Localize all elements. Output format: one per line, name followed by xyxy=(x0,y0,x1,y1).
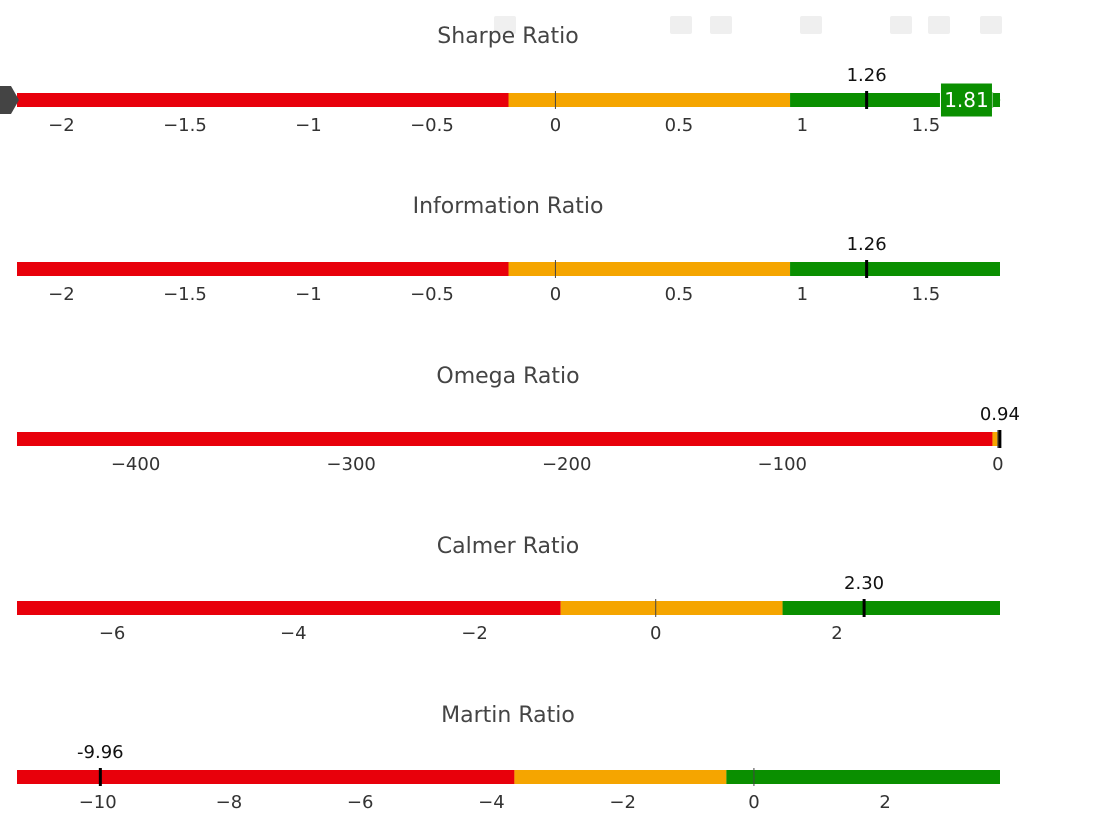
range-band-2[interactable] xyxy=(992,432,1000,446)
tick-label: 0.5 xyxy=(665,284,694,305)
chart-title: Omega Ratio xyxy=(436,364,579,389)
range-band-1[interactable] xyxy=(17,262,509,276)
zoom-icon[interactable] xyxy=(670,16,692,34)
pan-icon[interactable] xyxy=(710,16,732,34)
tick-label: −1.5 xyxy=(163,284,207,305)
tick-label: −4 xyxy=(280,623,307,644)
bullet-chart-2: Information Ratio −2 −1.5 −1 −0.5 0 0.5 1 1.5 1.2… xyxy=(17,194,1000,305)
chart-modebar[interactable] xyxy=(480,10,1020,44)
tick-label: −2 xyxy=(48,115,75,136)
tick-label: −0.5 xyxy=(410,115,454,136)
tick-label: 1 xyxy=(797,115,808,136)
chart-title: Calmer Ratio xyxy=(437,534,579,559)
chart-title: Martin Ratio xyxy=(441,703,575,728)
tick-label: −10 xyxy=(79,792,117,813)
tick-label: −300 xyxy=(326,454,375,475)
tick-label: −400 xyxy=(111,454,160,475)
range-band-2[interactable] xyxy=(508,262,791,276)
range-band-2[interactable] xyxy=(508,93,791,107)
tick-label: −100 xyxy=(758,454,807,475)
tick-label: 0 xyxy=(550,115,561,136)
range-band-3[interactable] xyxy=(790,262,1000,276)
tick-label: −1 xyxy=(295,115,322,136)
bullet-chart-1: Sharpe Ratio −2 −1.5 −1 −0.5 0 0.5 1 1.5 1.26 1.81 xyxy=(0,24,1001,136)
range-band-1[interactable] xyxy=(17,432,993,446)
tick-label: 2 xyxy=(831,623,842,644)
tick-label: −6 xyxy=(347,792,374,813)
range-band-2[interactable] xyxy=(560,601,783,615)
zoom-in-icon[interactable] xyxy=(800,16,822,34)
hover-tooltip-box xyxy=(939,82,993,118)
tick-label: 0 xyxy=(992,454,1003,475)
value-marker-label: 0.94 xyxy=(980,404,1020,425)
range-band-1[interactable] xyxy=(17,601,561,615)
tick-label: 0.5 xyxy=(665,115,694,136)
camera-icon[interactable] xyxy=(494,16,516,34)
value-marker-label: 1.26 xyxy=(847,65,887,86)
tick-label: −2 xyxy=(609,792,636,813)
tick-label: −2 xyxy=(461,623,488,644)
tick-label: −0.5 xyxy=(410,284,454,305)
bullet-chart-3: Omega Ratio −400 −300 −200 −100 0 0.94 xyxy=(17,364,1020,475)
plotly-logo-icon[interactable] xyxy=(980,16,1002,34)
hover-tooltip-label: 1.81 xyxy=(944,88,989,112)
tick-label: 2 xyxy=(879,792,890,813)
range-band-3[interactable] xyxy=(726,770,1000,784)
tick-label: 1.5 xyxy=(912,115,941,136)
tick-label: 0 xyxy=(550,284,561,305)
value-marker-label: 2.30 xyxy=(844,573,884,594)
range-band-1[interactable] xyxy=(17,93,509,107)
tick-label: 0 xyxy=(748,792,759,813)
tick-label: 1.5 xyxy=(912,284,941,305)
tick-label: 0 xyxy=(650,623,661,644)
tick-label: −2 xyxy=(48,284,75,305)
tick-label: −6 xyxy=(99,623,126,644)
tick-label: 1 xyxy=(797,284,808,305)
chart-title: Sharpe Ratio xyxy=(437,24,578,49)
autoscale-icon[interactable] xyxy=(890,16,912,34)
compare-hover-icon[interactable] xyxy=(928,16,950,34)
tick-label: −8 xyxy=(216,792,243,813)
hover-tooltip-pointer xyxy=(992,92,1001,108)
tick-label: −4 xyxy=(478,792,505,813)
chart-title: Information Ratio xyxy=(413,194,604,219)
range-band-1[interactable] xyxy=(17,770,515,784)
value-marker-label: -9.96 xyxy=(77,742,124,763)
bullet-chart-5: Martin Ratio −10 −8 −6 −4 −2 0 2 -9.96 xyxy=(17,703,1000,813)
range-band-3[interactable] xyxy=(782,601,1000,615)
tick-label: −1 xyxy=(295,284,322,305)
value-marker-label: 1.26 xyxy=(847,234,887,255)
tick-label: −1.5 xyxy=(163,115,207,136)
tick-label: −200 xyxy=(542,454,591,475)
hover-spike-arrow xyxy=(0,86,19,114)
range-band-2[interactable] xyxy=(514,770,727,784)
bullet-chart-4: Calmer Ratio −6 −4 −2 0 2 2.30 xyxy=(17,534,1000,644)
